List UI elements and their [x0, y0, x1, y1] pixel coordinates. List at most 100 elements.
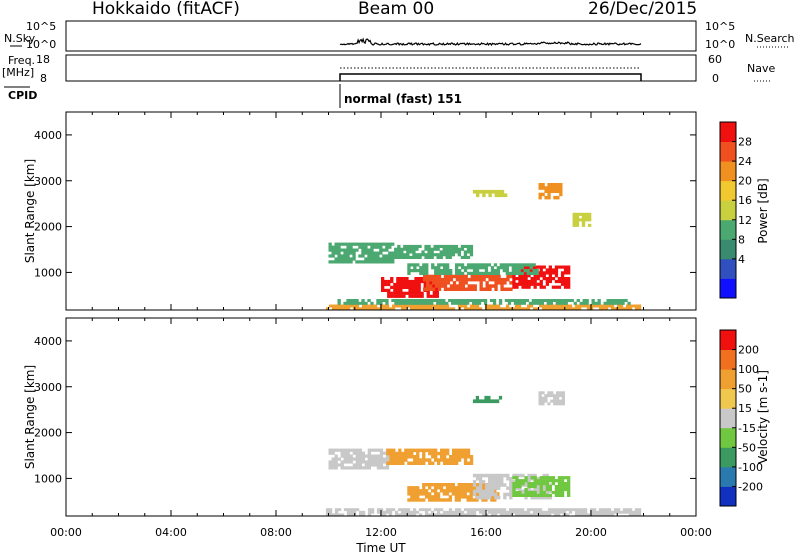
- velocity-cell: [358, 466, 362, 470]
- velocity-cell: [512, 490, 516, 495]
- power-cell: [567, 268, 571, 272]
- power-cell: [448, 244, 452, 248]
- velocity-cell: [481, 513, 486, 517]
- velocity-cell: [419, 458, 423, 462]
- colorbar-frame: [719, 329, 737, 507]
- power-cell: [433, 304, 438, 308]
- power-cell: [479, 284, 483, 288]
- power-cell: [435, 294, 439, 298]
- velocity-cell: [521, 482, 525, 486]
- power-cell: [458, 287, 462, 291]
- power-cell: [427, 307, 432, 311]
- velocity-cell: [340, 448, 344, 452]
- power-cell: [334, 242, 338, 246]
- velocity-cell: [589, 513, 594, 517]
- power-cell: [352, 254, 356, 258]
- time-axis-title: Time UT: [355, 541, 406, 554]
- power-cell: [408, 285, 412, 289]
- power-cell: [402, 279, 406, 284]
- power-cell: [524, 271, 528, 275]
- power-cell: [478, 266, 483, 270]
- power-cell: [411, 285, 415, 289]
- power-cell: [337, 248, 341, 252]
- velocity-cell: [428, 495, 432, 499]
- colorbar-tick-label: -15: [738, 422, 756, 435]
- velocity-cell: [367, 457, 371, 461]
- power-cell: [390, 279, 394, 284]
- velocity-cell: [533, 495, 537, 500]
- power-cell: [411, 288, 415, 292]
- velocity-cell: [364, 463, 368, 467]
- velocity-cell: [530, 485, 534, 489]
- power-cell: [394, 255, 398, 259]
- power-cell: [385, 248, 389, 252]
- velocity-cell: [455, 455, 459, 459]
- power-cell: [455, 284, 459, 288]
- power-cell: [384, 288, 388, 292]
- power-cell: [563, 279, 568, 284]
- power-cell: [331, 307, 336, 311]
- velocity-cell: [469, 510, 474, 514]
- power-cell: [442, 244, 446, 248]
- power-cell: [551, 271, 556, 275]
- velocity-cell: [512, 482, 516, 486]
- velocity-cell: [370, 454, 375, 458]
- power-cell: [553, 189, 557, 193]
- power-cell: [439, 307, 444, 311]
- velocity-cell: [485, 495, 489, 500]
- power-cell: [446, 281, 451, 285]
- colorbar-swatch: [720, 330, 736, 350]
- velocity-cell: [395, 458, 399, 462]
- velocity-cell: [404, 448, 408, 453]
- power-cell: [561, 301, 565, 305]
- power-cell: [531, 301, 535, 305]
- power-cell: [509, 281, 513, 285]
- power-cell: [485, 284, 489, 288]
- velocity-cell: [491, 473, 495, 478]
- velocity-cell: [541, 399, 545, 403]
- power-cell: [455, 287, 459, 291]
- power-cell: [525, 299, 530, 302]
- velocity-cell: [328, 466, 332, 470]
- velocity-cell: [352, 510, 357, 514]
- power-cell: [553, 183, 557, 187]
- velocity-cell: [337, 513, 342, 517]
- power-cell: [499, 307, 504, 311]
- velocity-cell: [433, 483, 438, 487]
- velocity-cell: [451, 486, 455, 490]
- power-cell: [539, 279, 543, 284]
- power-cell: [502, 266, 506, 270]
- power-cell: [523, 263, 527, 267]
- power-cell: [532, 307, 537, 311]
- power-cell: [448, 247, 452, 251]
- velocity-cell: [427, 508, 432, 512]
- velocity-cell: [376, 508, 381, 512]
- velocity-cell: [331, 451, 335, 455]
- power-cell: [559, 304, 564, 308]
- power-cell: [382, 304, 387, 308]
- velocity-cell: [454, 492, 458, 496]
- power-cell: [577, 307, 582, 311]
- power-cell: [517, 307, 522, 311]
- power-cell: [420, 279, 424, 284]
- power-cell: [484, 304, 489, 308]
- velocity-cell: [567, 479, 571, 483]
- power-cell: [488, 284, 492, 288]
- velocity-cell: [407, 492, 411, 496]
- power-cell: [625, 304, 630, 308]
- power-cell: [367, 242, 371, 246]
- power-cell: [376, 301, 380, 305]
- power-cell: [424, 255, 428, 259]
- power-cell: [391, 299, 395, 302]
- power-cell: [584, 212, 589, 216]
- power-cell: [379, 257, 383, 261]
- velocity-cell: [472, 483, 477, 487]
- power-cell: [472, 266, 477, 270]
- power-cell: [428, 274, 433, 279]
- velocity-cell: [361, 510, 366, 514]
- power-cell: [370, 245, 374, 249]
- power-cell: [572, 221, 576, 225]
- power-cell: [421, 301, 425, 305]
- velocity-cell: [443, 458, 447, 462]
- x-tick-label: 16:00: [470, 526, 502, 539]
